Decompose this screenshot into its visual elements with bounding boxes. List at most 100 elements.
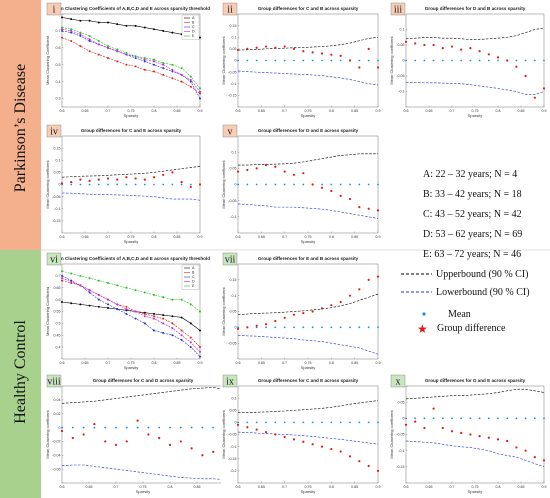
panel-tag: [46, 374, 62, 388]
y-tick-label: -0.05: [228, 341, 236, 345]
series-point-A: [162, 314, 165, 317]
diff-point: [143, 178, 146, 181]
panel-title: Group differences for E and B across spa…: [258, 256, 359, 261]
series-point-E: [97, 40, 100, 43]
series-point-B: [79, 45, 82, 48]
series-point-D: [107, 46, 109, 49]
mean-point: [321, 326, 323, 329]
series-point-E: [153, 58, 155, 61]
mean-point: [302, 183, 305, 186]
series-line-E: [61, 270, 201, 312]
panel-ix: Group differences for C and E across spa…: [221, 374, 383, 496]
x-tick-label: 0.6: [60, 109, 65, 113]
series-point-A: [79, 19, 82, 22]
diff-point: [134, 177, 137, 180]
diff-point: [302, 172, 305, 175]
mean-point: [147, 426, 150, 429]
legend-age-c: C: 43 – 52 years; N = 42: [423, 209, 522, 220]
x-tick-label: 0.8: [496, 485, 501, 489]
mean-point: [93, 426, 96, 429]
y-tick-label: 0.1: [232, 150, 237, 154]
panel-viii: Group differences for C and D across spa…: [45, 374, 229, 496]
series-point-B: [143, 312, 146, 315]
lowerbound-line: [237, 431, 379, 445]
panel-tag: [46, 124, 62, 138]
panel-tag-label: ix: [226, 377, 234, 388]
series-point-D: [153, 60, 155, 63]
mean-point: [237, 421, 239, 424]
plot-area: [61, 263, 201, 360]
series-point-D: [171, 68, 174, 71]
diff-point: [283, 435, 286, 439]
mean-point: [115, 426, 117, 429]
legend-lower-label: Lowerbound (90 % CI): [436, 287, 530, 298]
y-tick-label: -0.1: [230, 445, 236, 449]
healthy-label: Healthy Control: [12, 320, 29, 424]
x-tick-label: 0.6: [236, 485, 241, 489]
x-tick-label: 0.8: [329, 361, 334, 365]
y-tick-label: 0.1: [232, 396, 237, 400]
mean-point: [339, 421, 342, 424]
diff-point: [292, 173, 296, 176]
panel-x: Group differences for D and E across spa…: [389, 374, 549, 496]
mean-point: [82, 426, 85, 429]
diff-point: [533, 96, 536, 99]
mean-point: [414, 417, 417, 420]
x-tick-label: 0.85: [174, 235, 181, 239]
diff-point: [60, 429, 64, 433]
diff-point: [152, 176, 156, 179]
y-tick-label: 0.65: [54, 286, 61, 290]
mean-point: [274, 421, 277, 424]
series-point-A: [79, 303, 82, 306]
diff-point: [469, 47, 472, 50]
upperbound-line: [61, 166, 201, 178]
series-point-C: [88, 40, 91, 43]
diff-point: [70, 180, 73, 184]
lowerbound-line: [237, 334, 379, 355]
upperbound-line: [237, 293, 379, 315]
y-tick-label: 0.1: [56, 158, 61, 162]
diff-point: [487, 436, 490, 439]
x-tick-label: 0.7: [282, 109, 287, 113]
panel-i: Mean Clustering Coefficients of A,B,C,D …: [45, 2, 210, 120]
upperbound-line: [238, 400, 379, 413]
series-point-A: [97, 305, 100, 308]
x-tick-label: 0.7: [106, 361, 111, 365]
x-tick-label: 0.9: [198, 109, 203, 113]
x-tick-label: 0.75: [305, 361, 312, 365]
series-point-C: [162, 331, 165, 334]
y-tick-label: 0.05: [54, 171, 61, 175]
x-tick-label: 0.85: [174, 361, 181, 365]
x-tick-label: 0.7: [106, 235, 111, 239]
series-line-D: [61, 277, 201, 353]
diff-point: [339, 450, 342, 453]
panel-tag-label: vi: [50, 255, 58, 266]
x-axis-label: Sparsity: [301, 365, 315, 370]
diff-point: [264, 45, 268, 48]
series-point-A: [171, 31, 174, 34]
upperbound-line: [405, 388, 545, 400]
diff-point: [283, 45, 286, 48]
series-point-D: [70, 280, 73, 283]
mean-point: [321, 59, 323, 62]
diff-point: [367, 207, 370, 210]
series-point-D: [97, 293, 100, 296]
series-line-B: [61, 37, 201, 94]
diff-point: [274, 319, 277, 323]
y-axis-label: Mean Clustering Coefficient: [45, 286, 50, 336]
mean-point: [265, 326, 267, 329]
mean-point: [116, 183, 119, 186]
mean-point: [302, 59, 305, 62]
diff-point: [367, 47, 370, 50]
x-tick-label: 0.9: [198, 361, 203, 365]
mean-point: [451, 417, 453, 420]
diff-point: [358, 460, 361, 463]
panel-tag-label: ii: [227, 5, 233, 16]
legend-entry-A: A: [192, 266, 195, 270]
diff-point: [60, 182, 64, 185]
y-tick-label: 0.1: [232, 35, 237, 39]
diff-point: [264, 323, 268, 326]
mean-point: [358, 326, 361, 329]
plot-area: [61, 135, 201, 234]
mean-point: [515, 59, 518, 62]
